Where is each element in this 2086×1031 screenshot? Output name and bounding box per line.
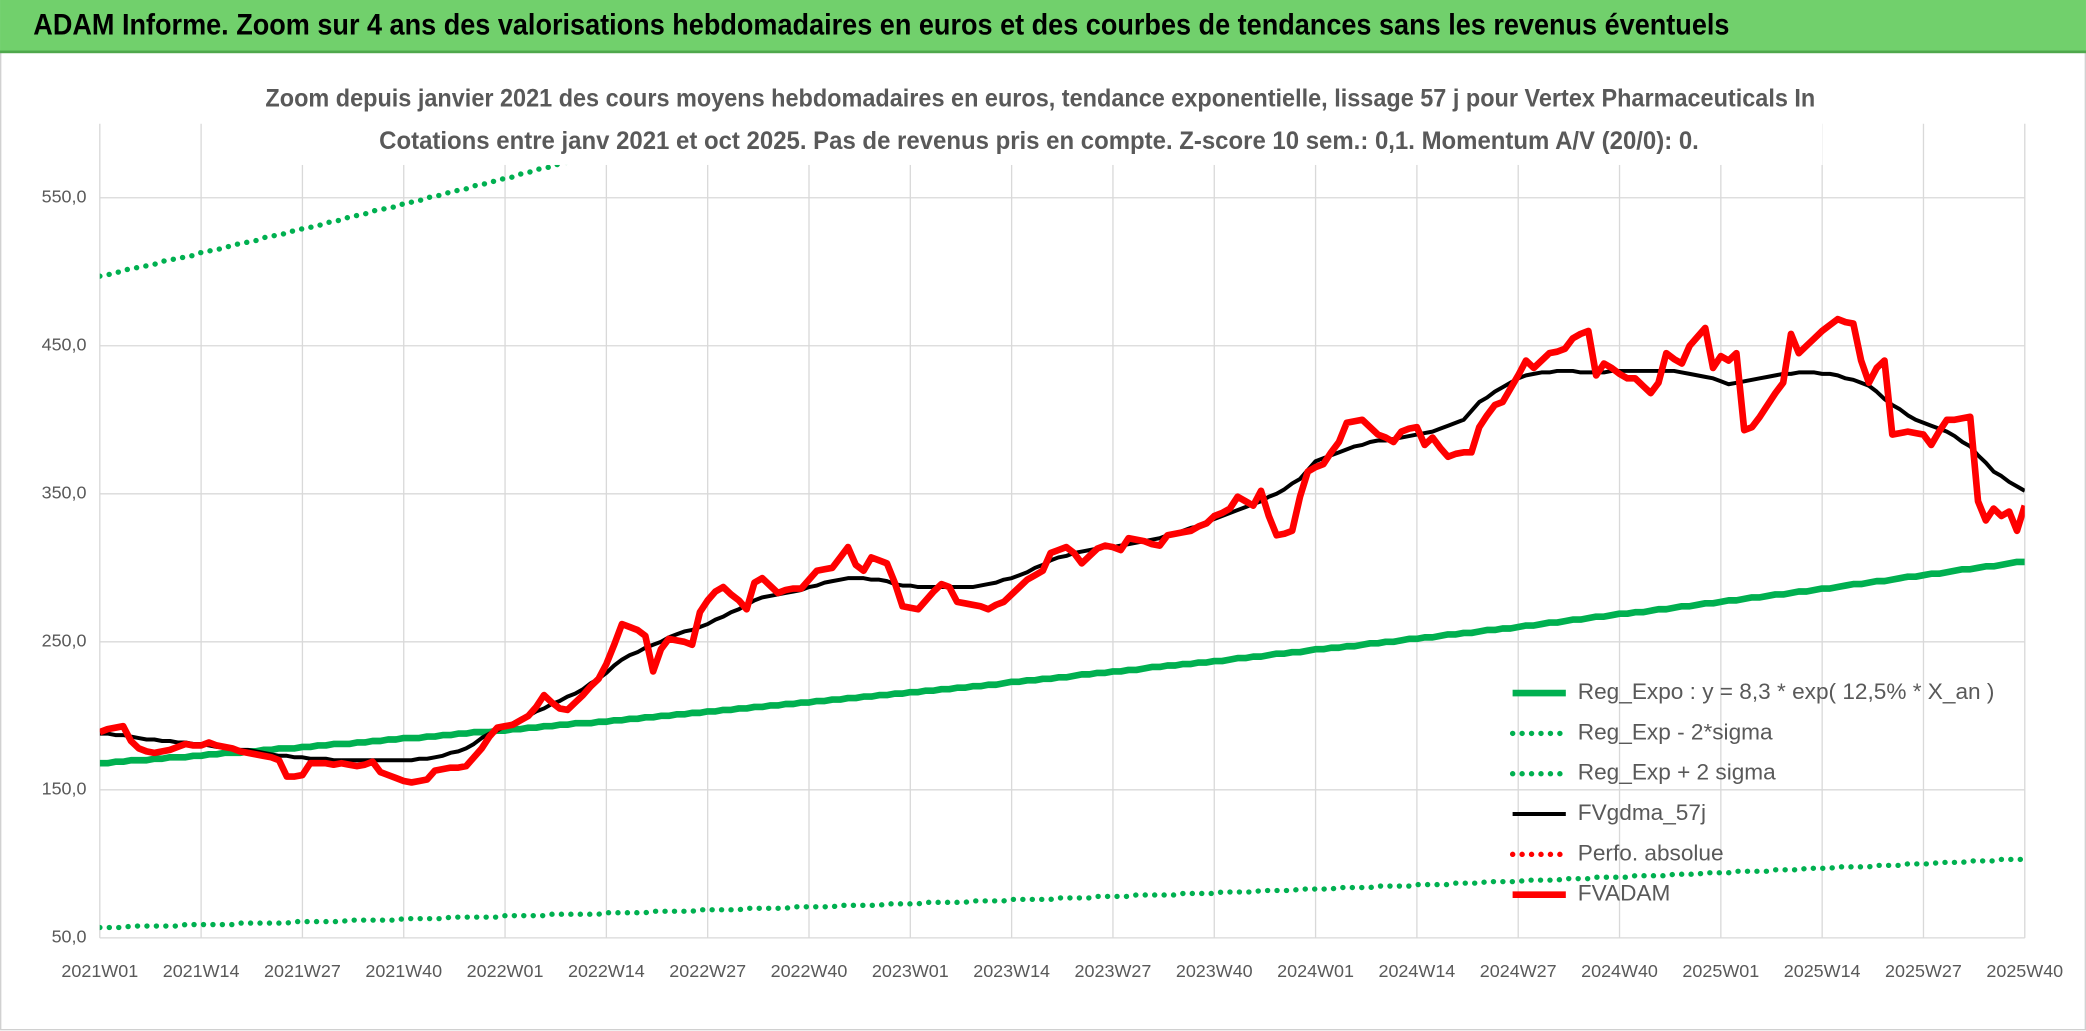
series-line (99, 856, 2025, 931)
x-tick-label: 2022W40 (771, 961, 848, 981)
legend-label: FVgdma_57j (1578, 800, 1706, 825)
plot-area: 50,0 150,0 250,0 350,0 450,0 550,0 2021W01 2021… (42, 123, 2063, 981)
x-tick-label: 2023W01 (872, 961, 949, 981)
page-title: ADAM Informe. Zoom sur 4 ans des valoris… (33, 9, 1729, 41)
header-rule (0, 50, 2086, 54)
x-tick-label: 2025W27 (1885, 961, 1962, 981)
y-tick-label: 250,0 (42, 631, 87, 651)
x-tick-label: 2024W01 (1277, 961, 1354, 981)
x-tick-label: 2023W40 (1176, 961, 1253, 981)
series-line (99, 315, 2025, 786)
x-tick-label: 2024W14 (1378, 961, 1455, 981)
x-tick-label: 2025W40 (1986, 961, 2063, 981)
x-tick-label: 2023W14 (973, 961, 1050, 981)
x-tick-label: 2025W01 (1682, 961, 1759, 981)
x-tick-label: 2021W27 (264, 961, 341, 981)
legend: Reg_Expo : y = 8,3 * exp( 12,5% * X_an )… (1509, 679, 1995, 906)
y-tick-label: 150,0 (42, 779, 87, 799)
x-tick-label: 2022W14 (568, 961, 645, 981)
series-line (99, 123, 722, 279)
x-tick-label: 2025W14 (1784, 961, 1861, 981)
x-tick-label: 2022W01 (467, 961, 544, 981)
chart-title: Zoom depuis janvier 2021 des cours moyen… (265, 84, 1815, 112)
legend-label: Reg_Exp + 2 sigma (1578, 760, 1776, 785)
x-tick-label: 2021W40 (365, 961, 442, 981)
header-band (0, 0, 2086, 52)
legend-label: FVADAM (1578, 881, 1671, 906)
legend-label: Reg_Expo : y = 8,3 * exp( 12,5% * X_an ) (1578, 679, 1995, 704)
x-tick-label: 2024W40 (1581, 961, 1658, 981)
series-line (99, 368, 2025, 763)
series-line (99, 558, 2025, 767)
y-tick-label: 50,0 (52, 927, 87, 947)
x-tick-label: 2023W27 (1075, 961, 1152, 981)
x-tick-label: 2022W27 (669, 961, 746, 981)
y-tick-label: 450,0 (42, 334, 87, 354)
title-box (252, 77, 1823, 165)
y-tick-label: 550,0 (42, 186, 87, 206)
y-tick-label: 350,0 (42, 483, 87, 503)
x-tick-label: 2024W27 (1480, 961, 1557, 981)
legend-label: Reg_Exp - 2*sigma (1578, 719, 1773, 744)
chart-frame (0, 49, 2086, 1031)
x-tick-label: 2021W14 (163, 961, 240, 981)
legend-label: Perfo. absolue (1578, 840, 1724, 865)
x-tick-label: 2021W01 (61, 961, 138, 981)
chart-subtitle: Cotations entre janv 2021 et oct 2025. P… (379, 127, 1699, 155)
